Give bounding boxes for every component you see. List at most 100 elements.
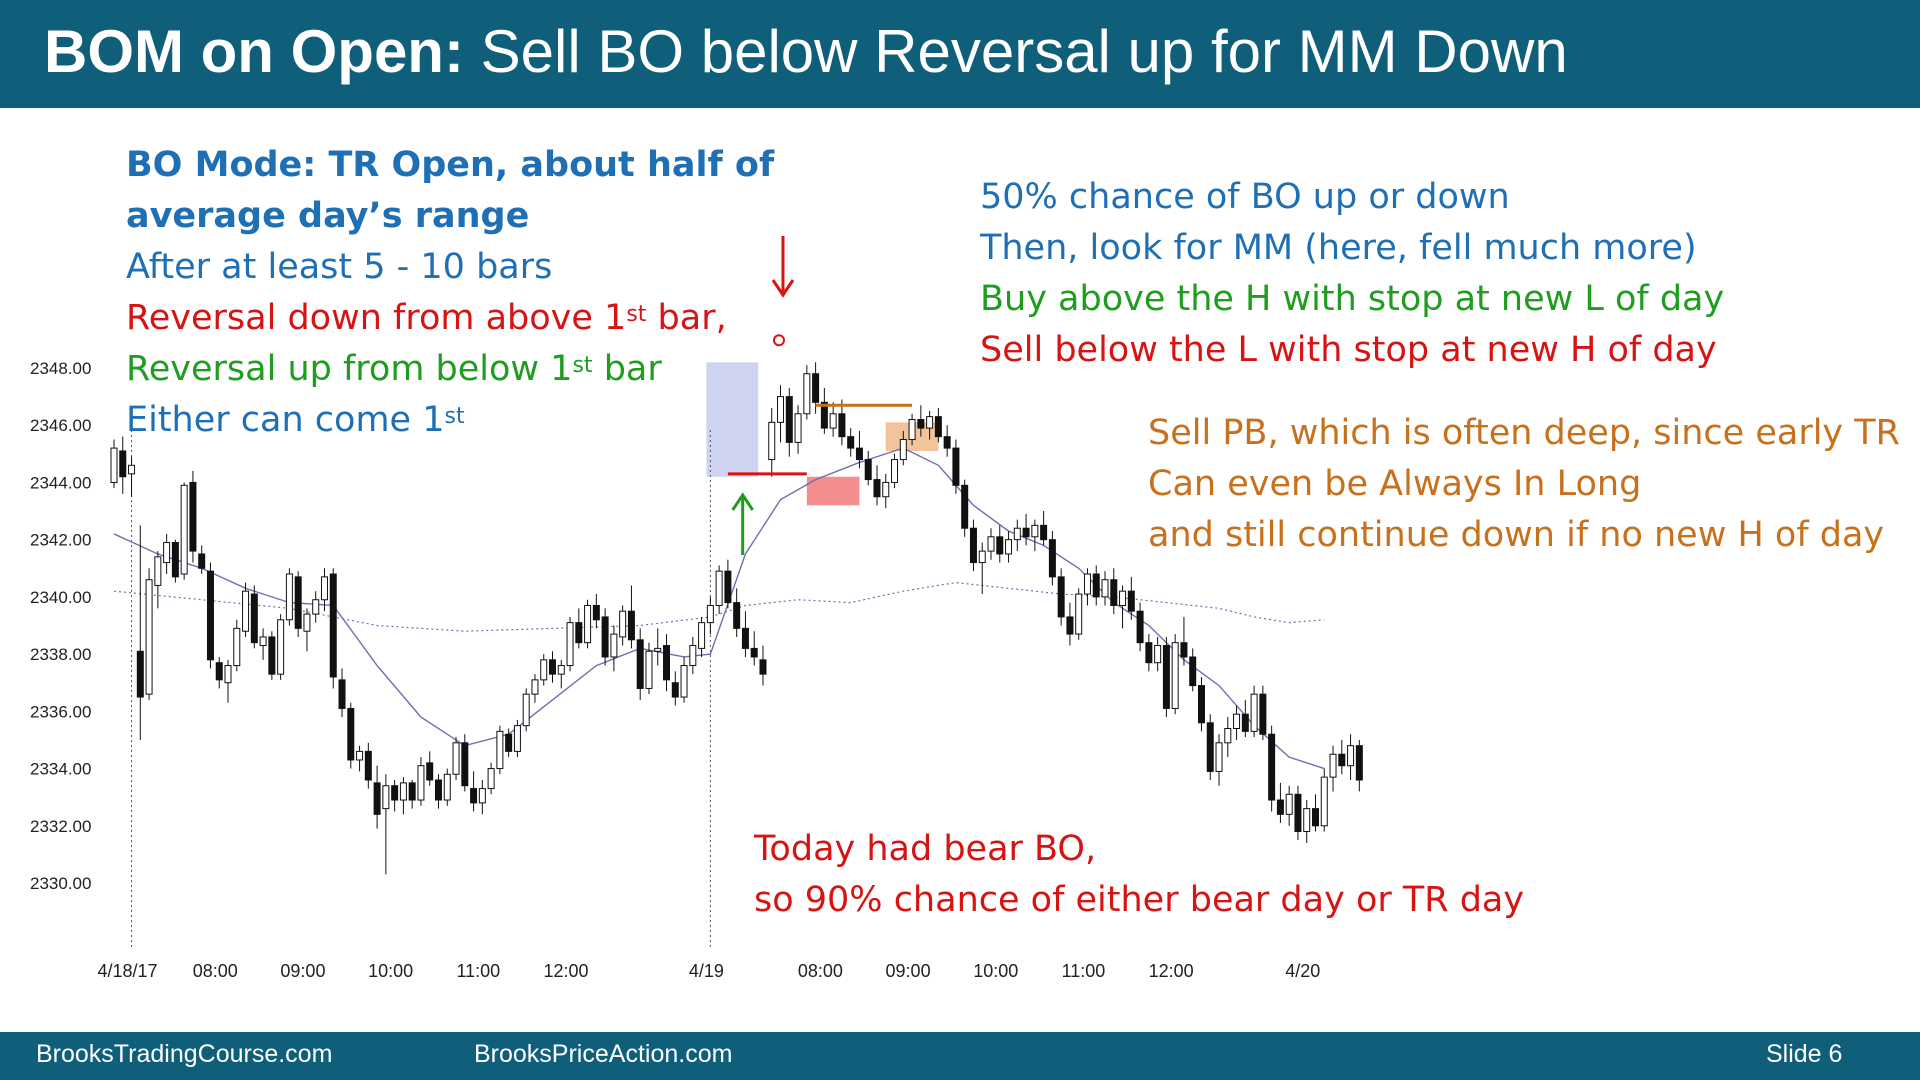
note-line: After at least 5 - 10 bars [126, 247, 553, 287]
candle [382, 785, 390, 810]
slide-number: Slide 6 [1766, 1040, 1843, 1068]
candle [408, 782, 416, 801]
candle [592, 604, 600, 621]
candle [627, 610, 635, 641]
candle [496, 730, 504, 770]
candle [1224, 728, 1232, 744]
candle [777, 396, 785, 423]
candle [882, 481, 890, 498]
candle [838, 413, 846, 438]
y-tick-label: 2340.00 [30, 588, 91, 607]
candle [899, 439, 907, 461]
candle [145, 579, 153, 695]
opening-range-box [706, 362, 759, 477]
candle [961, 484, 969, 529]
candle [715, 570, 723, 606]
candle [619, 610, 627, 638]
candle [654, 647, 662, 652]
y-tick-label: 2332.00 [30, 817, 91, 836]
slide-title: BOM on Open: Sell BO below Reversal up f… [44, 14, 1568, 90]
y-tick-label: 2346.00 [30, 416, 91, 435]
candle [522, 693, 530, 727]
candle [1276, 799, 1284, 815]
candle [987, 536, 995, 552]
candle [601, 616, 609, 658]
candle [1268, 733, 1276, 801]
candle [1154, 645, 1162, 664]
candle [803, 373, 811, 415]
candle [119, 450, 127, 478]
footer-course-site: BrooksTradingCourse.com [36, 1040, 333, 1068]
candle [540, 659, 548, 681]
candle [373, 782, 381, 815]
note-line: Sell PB, which is often deep, since earl… [1148, 413, 1900, 453]
candle [233, 627, 241, 667]
candle [320, 576, 328, 601]
candle [557, 665, 565, 675]
candle [1189, 656, 1197, 687]
up-arrow-head-icon [731, 492, 754, 511]
candle [312, 599, 320, 615]
candle [1338, 753, 1346, 767]
candle [470, 788, 478, 804]
candle [171, 542, 179, 578]
candle [750, 647, 758, 658]
y-tick-label: 2334.00 [30, 760, 91, 779]
candle [1206, 722, 1214, 772]
candle [1048, 539, 1056, 578]
candle [1329, 753, 1337, 778]
note-line: 50% chance of BO up or down [980, 177, 1510, 217]
note-line: average day’s range [126, 196, 530, 236]
note-line: Can even be Always In Long [1148, 464, 1642, 504]
candle [268, 636, 276, 675]
note-line: so 90% chance of either bear day or TR d… [754, 880, 1525, 920]
candle [1136, 610, 1144, 644]
candle [1057, 576, 1065, 618]
x-tick-label: 12:00 [544, 961, 589, 981]
candle [785, 396, 793, 443]
y-tick-label: 2348.00 [30, 359, 91, 378]
candle [1347, 745, 1355, 767]
candle [829, 413, 837, 429]
candle [855, 447, 863, 461]
candle [356, 750, 364, 761]
notes-breakout-mode: BO Mode: TR Open, about half of average d… [126, 140, 774, 446]
candle [733, 602, 741, 629]
candle [452, 742, 460, 775]
note-line: Today had bear BO, [754, 829, 1097, 869]
candle [584, 604, 592, 644]
x-tick-label: 08:00 [193, 961, 238, 981]
candle [943, 436, 951, 449]
candle [1040, 524, 1048, 541]
candle [163, 542, 171, 564]
candle [566, 622, 574, 667]
x-tick-label: 11:00 [1062, 961, 1106, 981]
candle [1075, 593, 1083, 635]
candle [1294, 793, 1302, 832]
candle [215, 662, 223, 681]
candle [891, 459, 899, 483]
candle [1127, 590, 1135, 612]
candle [426, 762, 434, 781]
footer-price-action-site: BrooksPriceAction.com [474, 1040, 733, 1068]
candle [1101, 579, 1109, 598]
candle [154, 556, 162, 586]
candle [864, 459, 872, 481]
candle [128, 464, 136, 475]
candle [1092, 573, 1100, 598]
candle [259, 636, 267, 647]
candle [294, 576, 302, 629]
x-tick-label: 4/19 [689, 961, 724, 981]
candle [505, 733, 513, 752]
candle [487, 768, 495, 790]
note-line: Either can come 1st [126, 400, 465, 440]
candle [1110, 579, 1118, 606]
candle [680, 665, 688, 698]
candle [1162, 645, 1170, 709]
candle [1022, 527, 1030, 538]
candle [873, 479, 881, 498]
candle [926, 416, 934, 429]
candle [1031, 524, 1039, 538]
candle [575, 622, 583, 644]
candle [645, 650, 653, 689]
